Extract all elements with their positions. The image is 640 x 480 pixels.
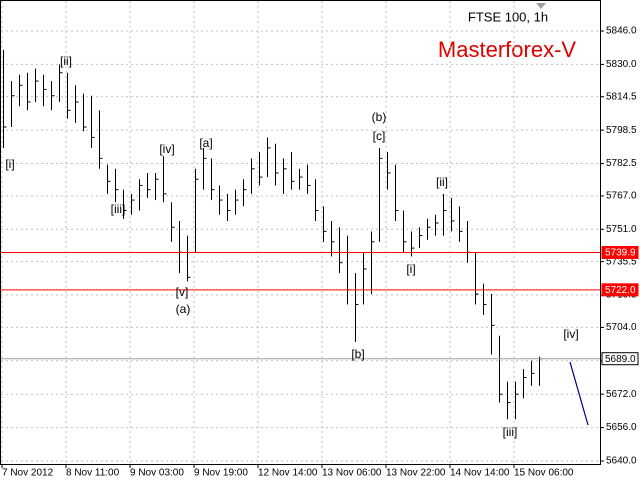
- level-label: 5739.9: [605, 248, 636, 259]
- x-tick-label: 12 Nov 14:00: [258, 468, 318, 479]
- y-tick-label: 5751.0: [606, 224, 637, 235]
- x-tick-label: 14 Nov 14:00: [450, 468, 510, 479]
- level-label: 5689.0: [605, 354, 636, 365]
- x-tick-label: 13 Nov 22:00: [386, 468, 446, 479]
- plot-frame: [0, 0, 601, 465]
- x-tick-label: 8 Nov 11:00: [66, 468, 120, 479]
- wave-label: (a): [176, 302, 191, 316]
- y-tick-label: 5735.5: [606, 256, 637, 267]
- wave-label: [v]: [176, 285, 189, 299]
- shift-marker: [536, 3, 546, 9]
- wave-label: [i]: [5, 157, 14, 171]
- wave-label: [ii]: [436, 175, 448, 189]
- x-tick-label: 7 Nov 2012: [2, 468, 54, 479]
- y-tick-label: 5814.5: [606, 91, 637, 102]
- y-tick-label: 5782.5: [606, 158, 637, 169]
- chart-subtitle: Masterforex-V: [438, 37, 576, 62]
- y-tick-label: 5656.0: [606, 422, 637, 433]
- y-tick-label: 5846.0: [606, 26, 637, 37]
- level-label-box: [601, 352, 639, 366]
- projection-line: [569, 361, 589, 426]
- wave-label: [i]: [406, 262, 415, 276]
- wave-label: [ii]: [60, 54, 72, 68]
- wave-label: [iii]: [111, 202, 126, 216]
- wave-label: [iv]: [563, 327, 578, 341]
- y-tick-label: 5704.0: [606, 322, 637, 333]
- wave-label: (b): [372, 110, 387, 124]
- x-tick-label: 13 Nov 06:00: [322, 468, 382, 479]
- y-tick-label: 5672.0: [606, 389, 637, 400]
- chart-title: FTSE 100, 1h: [468, 9, 548, 24]
- level-label-box: [601, 245, 639, 259]
- wave-label: [c]: [373, 129, 386, 143]
- wave-label: [a]: [199, 136, 212, 150]
- y-tick-label: 5798.5: [606, 125, 637, 136]
- level-label-box: [601, 283, 639, 297]
- x-tick-label: 9 Nov 19:00: [194, 468, 248, 479]
- wave-label: [iv]: [159, 142, 174, 156]
- y-tick-label: 5640.0: [606, 456, 637, 467]
- wave-label: [b]: [351, 347, 364, 361]
- y-tick-label: 5830.0: [606, 59, 637, 70]
- x-tick-label: 15 Nov 06:00: [514, 468, 574, 479]
- level-label: 5722.0: [605, 285, 636, 296]
- y-tick-label: 5767.0: [606, 191, 637, 202]
- x-tick-label: 9 Nov 03:00: [130, 468, 184, 479]
- wave-label: [iii]: [503, 425, 518, 439]
